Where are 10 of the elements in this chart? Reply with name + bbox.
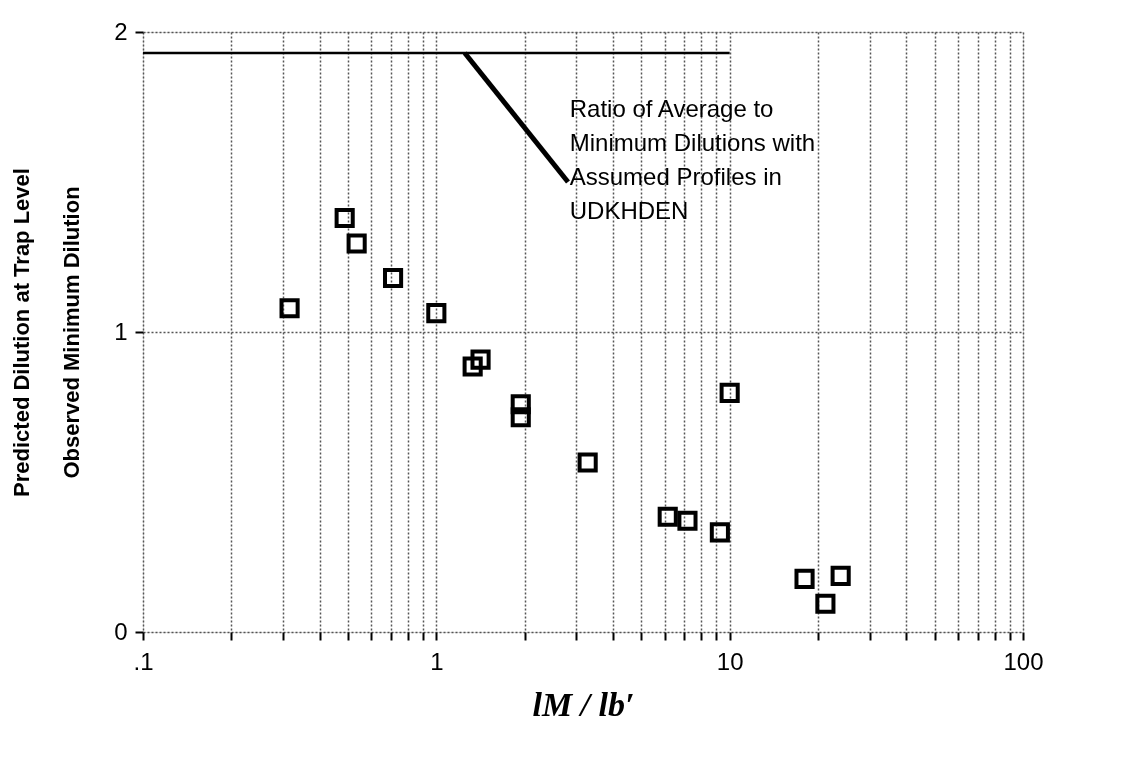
x-tick-label: .1 — [133, 647, 154, 675]
y-tick-label: 1 — [114, 317, 128, 345]
x-tick-label: 10 — [716, 647, 744, 675]
x-axis-title: lM / lb′ — [532, 685, 635, 723]
annotation: Ratio of Average to Minimum Dilutions with Assumed Profiles in UDKHDEN — [569, 95, 816, 224]
x-tick-label: 1 — [430, 647, 444, 675]
y-tick-label: 0 — [114, 617, 128, 645]
y-tick-label: 2 — [114, 17, 128, 45]
y-axis-title: Predicted Dilution at Trap Level Observed Minimum Dilution — [9, 168, 85, 497]
x-tick-label: 100 — [1003, 647, 1044, 675]
